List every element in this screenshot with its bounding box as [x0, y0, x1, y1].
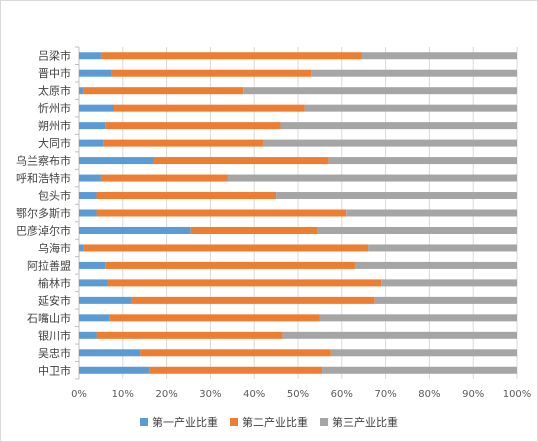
legend-swatch	[140, 418, 148, 426]
bar-segment-series-2	[107, 279, 382, 287]
bar-segment-series-1	[79, 209, 97, 217]
bar-segment-series-1	[79, 69, 112, 77]
legend-label: 第一产业比重	[152, 416, 218, 429]
bar-segment-series-1	[79, 296, 132, 304]
bar-segment-series-2	[105, 261, 355, 269]
category-label: 包头市	[38, 189, 71, 203]
legend-item: 第二产业比重	[230, 414, 308, 430]
bar-segment-series-3	[322, 366, 517, 374]
bar-segment-series-2	[83, 87, 244, 95]
legend-swatch	[320, 418, 328, 426]
bar-segment-series-2	[111, 69, 312, 77]
x-tick-label: 20%	[155, 389, 177, 400]
bar-segment-series-3	[368, 244, 517, 252]
category-label: 忻州市	[38, 101, 71, 115]
bar-segment-series-1	[79, 244, 84, 252]
bar-segment-series-2	[190, 226, 318, 234]
x-tick-label: 100%	[503, 389, 532, 400]
bar-segment-series-2	[109, 314, 320, 322]
bar-segment-series-1	[79, 192, 97, 200]
bar-segment-series-1	[79, 331, 97, 339]
bar-segment-series-2	[105, 122, 281, 130]
bar-segment-series-1	[79, 157, 154, 165]
bar-segment-series-3	[381, 279, 517, 287]
bar-segment-series-1	[79, 366, 150, 374]
category-label: 巴彦淖尔市	[16, 223, 71, 237]
category-label: 吕梁市	[38, 49, 71, 63]
x-tick-label: 70%	[374, 389, 396, 400]
category-label: 乌海市	[38, 241, 71, 255]
legend-item: 第三产业比重	[320, 414, 398, 430]
bar-segment-series-2	[140, 349, 331, 357]
category-label: 呼和浩特市	[16, 171, 71, 185]
bar-segment-series-3	[262, 139, 517, 147]
bar-segment-series-2	[96, 209, 347, 217]
x-tick-label: 60%	[331, 389, 353, 400]
bar-segment-series-2	[103, 139, 263, 147]
bar-segment-series-2	[96, 192, 277, 200]
bar-segment-series-1	[79, 122, 106, 130]
bar-segment-series-3	[276, 192, 517, 200]
bar-segment-series-2	[114, 104, 305, 112]
category-label: 朔州市	[38, 119, 71, 133]
x-tick-label: 10%	[112, 389, 134, 400]
bar-segment-series-1	[79, 104, 115, 112]
legend-swatch	[230, 418, 238, 426]
x-tick-label: 30%	[199, 389, 221, 400]
x-tick-label: 90%	[462, 389, 484, 400]
x-tick-label: 80%	[418, 389, 440, 400]
category-label: 银川市	[38, 328, 71, 342]
legend: 第一产业比重 第二产业比重 第三产业比重	[0, 414, 538, 430]
bar-segment-series-3	[317, 226, 517, 234]
category-label: 榆林市	[38, 276, 71, 290]
category-label: 中卫市	[38, 363, 71, 377]
legend-label: 第三产业比重	[332, 416, 398, 429]
category-label: 阿拉善盟	[27, 258, 71, 272]
bar-segment-series-1	[79, 87, 84, 95]
bar-segment-series-3	[311, 69, 517, 77]
bar-segment-series-3	[280, 122, 517, 130]
category-label: 延安市	[38, 293, 71, 307]
category-label: 石嘴山市	[27, 311, 71, 325]
bar-segment-series-3	[346, 209, 517, 217]
bar-segment-series-3	[304, 104, 517, 112]
bar-segment-series-2	[149, 366, 323, 374]
bar-segment-series-3	[227, 174, 518, 182]
bar-segment-series-3	[243, 87, 517, 95]
legend-item: 第一产业比重	[140, 414, 218, 430]
bar-segment-series-1	[79, 139, 104, 147]
bar-segment-series-3	[330, 349, 517, 357]
category-label: 鄂尔多斯市	[16, 206, 71, 220]
bar-segment-series-3	[319, 314, 517, 322]
bar-segment-series-2	[96, 331, 283, 339]
bar-segment-series-2	[100, 52, 362, 60]
bar-segment-series-1	[79, 279, 108, 287]
bar-segment-series-2	[83, 244, 369, 252]
category-label: 太原市	[38, 84, 71, 98]
category-label: 吴忠市	[38, 346, 71, 360]
category-label: 晋中市	[38, 66, 71, 80]
bar-segment-series-1	[79, 226, 191, 234]
bar-segment-series-3	[328, 157, 517, 165]
bar-segment-series-1	[79, 174, 101, 182]
category-label: 乌兰察布市	[16, 154, 71, 168]
bar-segment-series-1	[79, 314, 110, 322]
bar-segment-series-3	[282, 331, 517, 339]
x-tick-label: 40%	[243, 389, 265, 400]
category-label: 大同市	[38, 136, 71, 150]
bar-segment-series-3	[361, 52, 517, 60]
bar-segment-series-1	[79, 261, 106, 269]
x-tick-label: 50%	[287, 389, 309, 400]
bar-segment-series-1	[79, 52, 101, 60]
bar-segment-series-2	[100, 174, 228, 182]
bar-segment-series-3	[374, 296, 517, 304]
bar-segment-series-1	[79, 349, 141, 357]
bar-segment-series-2	[153, 157, 329, 165]
legend-label: 第二产业比重	[242, 416, 308, 429]
x-tick-label: 0%	[71, 389, 87, 400]
bar-segment-series-3	[354, 261, 517, 269]
bar-segment-series-2	[131, 296, 375, 304]
